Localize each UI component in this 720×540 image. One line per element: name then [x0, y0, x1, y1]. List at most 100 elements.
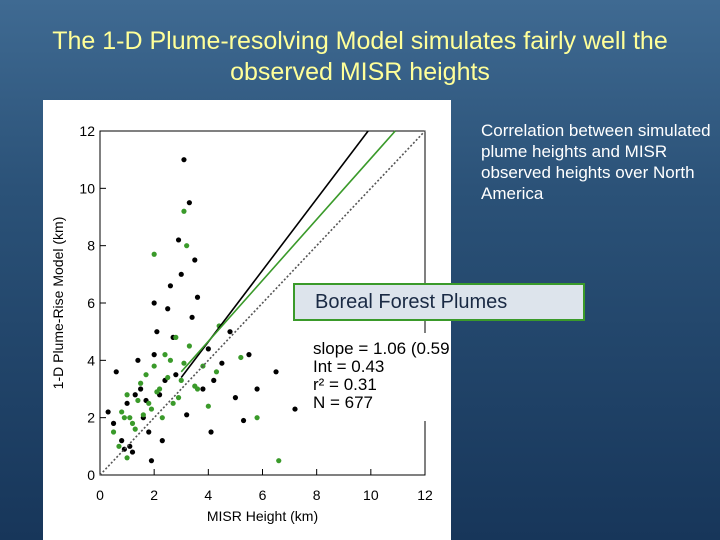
data-point	[165, 306, 171, 312]
data-point	[132, 392, 138, 398]
data-point	[124, 455, 130, 461]
data-point	[238, 354, 244, 361]
data-point	[173, 372, 179, 378]
data-point	[175, 395, 182, 401]
data-point	[156, 386, 163, 392]
data-point	[186, 200, 192, 206]
data-point	[178, 271, 184, 277]
data-point	[194, 294, 201, 300]
data-point	[127, 415, 133, 421]
data-point	[151, 300, 157, 306]
y-tick-label: 0	[87, 467, 95, 483]
data-point	[124, 392, 130, 398]
data-point	[246, 352, 252, 358]
data-point	[121, 415, 127, 421]
data-point	[138, 380, 144, 386]
data-point	[184, 243, 190, 249]
data-point	[151, 363, 157, 369]
data-point	[184, 412, 190, 418]
x-tick-label: 8	[313, 487, 321, 503]
data-point	[276, 458, 282, 464]
stats-text: slope = 1.06 (0.59 - 1.91)	[313, 339, 451, 358]
data-point	[119, 438, 125, 444]
data-point	[151, 251, 157, 257]
callout-box: Boreal Forest Plumes	[293, 283, 585, 321]
y-tick-label: 12	[79, 123, 95, 139]
data-point	[205, 346, 211, 352]
data-point	[151, 352, 157, 358]
data-point	[254, 415, 260, 421]
stats-text: Int = 0.43	[313, 357, 384, 376]
fit-line	[180, 130, 396, 373]
data-point	[148, 406, 155, 412]
data-point	[110, 429, 117, 435]
y-tick-label: 8	[87, 238, 95, 254]
data-point	[192, 383, 198, 389]
data-point	[292, 406, 298, 412]
data-point	[175, 237, 182, 243]
y-tick-label: 10	[79, 180, 95, 196]
data-point	[162, 352, 168, 358]
data-point	[135, 357, 141, 363]
data-point	[143, 372, 149, 378]
fit-line	[99, 130, 426, 476]
data-point	[213, 369, 220, 375]
data-point	[119, 409, 125, 415]
data-point	[135, 397, 141, 404]
data-point	[178, 377, 184, 383]
data-point	[192, 257, 198, 263]
data-point	[138, 386, 144, 392]
data-point	[205, 403, 211, 409]
x-tick-label: 2	[150, 487, 158, 503]
data-point	[146, 400, 152, 406]
x-tick-label: 0	[96, 487, 104, 503]
data-point	[181, 208, 187, 214]
stats-box	[305, 333, 451, 421]
x-tick-label: 10	[363, 487, 379, 503]
x-tick-label: 12	[417, 487, 433, 503]
data-point	[124, 400, 130, 406]
data-point	[105, 409, 111, 415]
data-point	[148, 458, 155, 464]
y-tick-label: 2	[87, 410, 95, 426]
data-point	[232, 395, 239, 401]
data-point	[211, 377, 217, 383]
data-point	[227, 329, 233, 335]
data-point	[132, 426, 138, 432]
data-point	[146, 429, 152, 435]
data-point	[200, 386, 206, 392]
data-point	[181, 360, 187, 366]
data-point	[154, 329, 160, 335]
data-point	[110, 420, 117, 426]
x-axis-label: MISR Height (km)	[207, 508, 318, 524]
data-point	[189, 314, 195, 320]
data-point	[208, 429, 214, 435]
data-point	[170, 400, 176, 406]
slide-title: The 1-D Plume-resolving Model simulates …	[52, 27, 668, 86]
data-point	[240, 417, 247, 424]
data-point	[140, 412, 146, 418]
x-tick-label: 6	[259, 487, 267, 503]
data-point	[113, 369, 119, 375]
side-text: Correlation between simulated plume heig…	[481, 121, 711, 203]
data-point	[167, 283, 174, 289]
y-axis-label: 1-D Plume-Rise Model (km)	[50, 217, 66, 390]
data-point	[165, 374, 171, 381]
data-point	[173, 334, 179, 340]
data-point	[181, 157, 187, 163]
data-point	[159, 438, 165, 444]
stats-text: N = 677	[313, 393, 373, 412]
stats-text: r² = 0.31	[313, 375, 377, 394]
data-point	[116, 443, 122, 449]
y-tick-label: 4	[87, 352, 95, 368]
data-point	[167, 357, 174, 363]
data-point	[273, 369, 279, 375]
y-tick-label: 6	[87, 295, 95, 311]
data-point	[129, 420, 136, 426]
data-point	[159, 415, 165, 421]
data-point	[254, 386, 260, 392]
x-tick-label: 4	[204, 487, 212, 503]
data-point	[129, 449, 136, 455]
data-point	[219, 360, 225, 366]
